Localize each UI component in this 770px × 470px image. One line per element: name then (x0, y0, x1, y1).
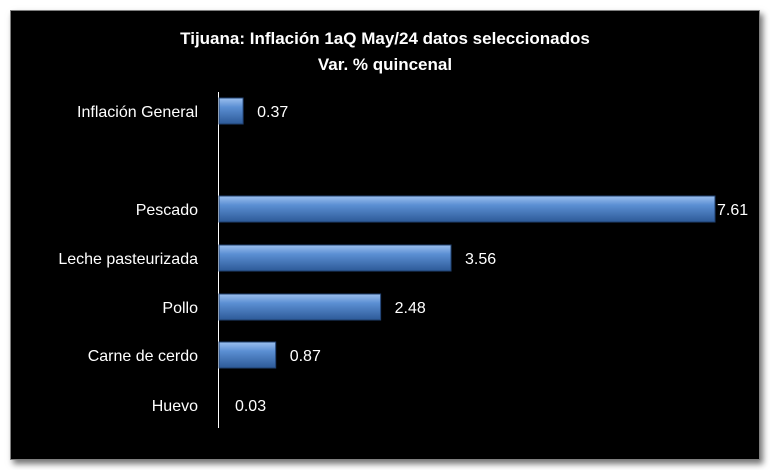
category-label: Inflación General (77, 104, 198, 121)
data-label: 7.61 (717, 202, 748, 219)
category-label: Leche pasteurizada (58, 251, 198, 268)
category-label: Pescado (136, 202, 198, 219)
chart-subtitle: Var. % quincenal (318, 55, 452, 74)
category-label: Carne de cerdo (88, 348, 198, 365)
bar (218, 293, 382, 321)
data-label: 3.56 (465, 251, 496, 268)
data-label: 0.03 (235, 398, 266, 415)
bar (218, 341, 277, 369)
data-label: 2.48 (395, 300, 426, 317)
chart-title: Tijuana: Inflación 1aQ May/24 datos sele… (180, 29, 590, 48)
bar (218, 244, 452, 272)
bar (218, 97, 244, 125)
bar (218, 195, 716, 223)
category-label: Huevo (152, 398, 198, 415)
chart-marks: Inflación General 0.37 Pescado 7.61 Leche pa… (58, 97, 748, 415)
category-label: Pollo (162, 300, 198, 317)
data-label: 0.87 (290, 348, 321, 365)
data-label: 0.37 (257, 104, 288, 121)
chart-frame (10, 10, 760, 460)
